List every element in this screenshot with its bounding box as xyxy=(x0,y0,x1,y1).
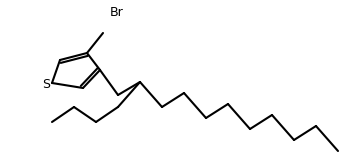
Text: S: S xyxy=(42,77,50,91)
Text: Br: Br xyxy=(110,7,124,20)
